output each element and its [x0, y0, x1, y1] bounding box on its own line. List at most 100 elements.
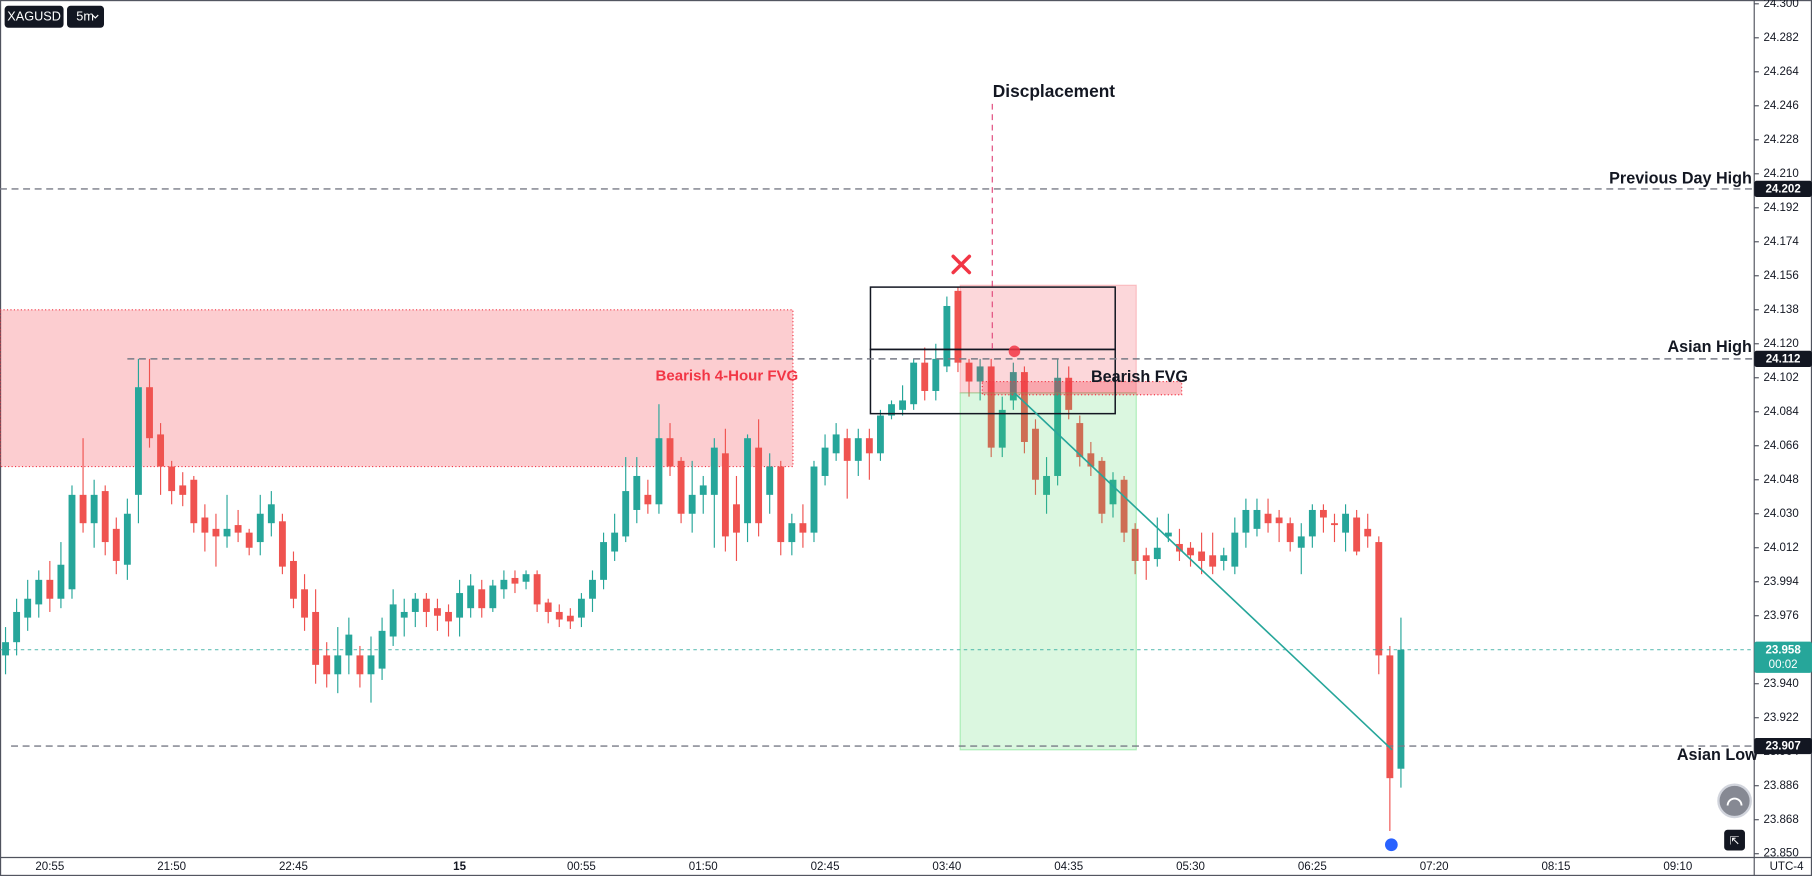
candle-body	[267, 504, 275, 524]
symbol[interactable]: XAGUSD	[7, 9, 61, 24]
candle-body	[79, 494, 87, 524]
candle-body	[1253, 509, 1261, 529]
countdown: 00:02	[1769, 659, 1798, 671]
candle-body	[600, 542, 607, 580]
candle-body	[1319, 509, 1327, 518]
candle-body	[799, 523, 807, 533]
candle-body	[1397, 649, 1405, 769]
auto-scale-button[interactable]	[1724, 829, 1745, 851]
candle-body	[2, 642, 9, 656]
candle-body	[1275, 517, 1283, 524]
cross-marker	[951, 254, 972, 275]
candle-body	[699, 485, 707, 495]
zone-layer	[0, 309, 794, 468]
candle-body	[1242, 509, 1250, 533]
candle-body	[422, 598, 430, 612]
price-badge-label: 24.112	[1766, 353, 1801, 365]
candle-body	[24, 598, 32, 618]
candle-body	[400, 611, 408, 618]
candle-body	[622, 491, 630, 537]
candle-body	[566, 615, 574, 622]
reset-icon[interactable]	[1726, 797, 1743, 806]
candle-body	[179, 485, 187, 495]
dropdown-caret[interactable]	[92, 14, 99, 19]
candle-body	[1098, 460, 1106, 514]
interval[interactable]: 5m	[76, 9, 94, 24]
displacement-label: Discplacement	[993, 81, 1116, 101]
candle-body	[998, 409, 1006, 448]
level-label: Asian High	[1668, 338, 1752, 356]
candle-body	[13, 611, 21, 643]
y-tick-label: 24.084	[1763, 406, 1799, 418]
candle-body	[478, 589, 486, 609]
trend-line	[1013, 392, 1393, 751]
x-tick-label: 15	[453, 861, 466, 873]
level-label: Previous Day High	[1609, 169, 1752, 187]
candle-body	[921, 362, 929, 391]
candle-body	[1331, 523, 1338, 526]
y-tick-label: 24.282	[1763, 32, 1798, 44]
candle-body	[976, 366, 984, 382]
timezone[interactable]: UTC-4	[1770, 861, 1805, 873]
auto-scale-icon[interactable]: ⇱	[1730, 835, 1740, 847]
candle-body	[843, 438, 851, 461]
candle-body	[943, 305, 951, 367]
y-tick-label: 24.156	[1763, 270, 1798, 282]
event-marker[interactable]	[1385, 838, 1398, 852]
candle-body	[954, 290, 962, 363]
candle-body	[157, 434, 165, 467]
candle-body	[1286, 523, 1294, 543]
candle-body	[777, 466, 785, 543]
candle-body	[389, 604, 397, 637]
y-tick-label: 23.850	[1763, 848, 1798, 860]
candle-body	[1187, 547, 1194, 556]
candle-body	[577, 598, 585, 618]
candle-body	[888, 404, 895, 416]
y-tick-label: 23.886	[1763, 780, 1798, 792]
candle-body	[345, 634, 353, 656]
candle-body	[788, 523, 796, 543]
candle-body	[1120, 479, 1128, 533]
interval-badge[interactable]	[67, 5, 105, 28]
candle-body	[755, 447, 763, 524]
candle-body	[633, 475, 641, 510]
candle-body	[854, 438, 862, 461]
target-zone	[959, 392, 1137, 751]
reset-button[interactable]	[1717, 783, 1752, 819]
candle-body	[489, 585, 497, 609]
candle-body	[744, 438, 751, 524]
x-tick-label: 21:50	[157, 861, 186, 873]
candle-body	[1297, 536, 1305, 548]
candle-body	[456, 593, 464, 618]
candle-body	[134, 387, 142, 495]
candle-body	[544, 602, 552, 612]
x-tick-label: 02:45	[811, 861, 840, 873]
candle-body	[677, 460, 685, 514]
candle-body	[290, 560, 297, 599]
candle-body	[655, 438, 663, 505]
candle-body	[821, 447, 829, 476]
candle-body	[522, 574, 530, 582]
zone-label: Bearish 4-Hour FVG	[656, 368, 799, 385]
candle-body	[278, 521, 286, 567]
candle-body	[256, 513, 264, 543]
candle-body	[57, 564, 65, 599]
symbol-badge[interactable]	[4, 5, 64, 28]
x-tick-label: 20:55	[35, 861, 64, 873]
candle-body	[899, 400, 907, 410]
candle-body	[234, 525, 242, 533]
candle-body	[101, 491, 109, 543]
candle-body	[1264, 513, 1272, 524]
y-tick-label: 24.120	[1763, 338, 1798, 350]
candle-body	[965, 362, 973, 382]
price-badge	[1754, 180, 1812, 197]
x-tick-label: 03:40	[932, 861, 961, 873]
x-tick-label: 00:55	[567, 861, 596, 873]
candle-body	[1020, 372, 1028, 442]
y-tick-label: 24.300	[1763, 0, 1798, 10]
circle-marker	[1008, 345, 1021, 358]
candle-body	[832, 434, 840, 454]
x-tick-label: 07:20	[1420, 861, 1449, 873]
